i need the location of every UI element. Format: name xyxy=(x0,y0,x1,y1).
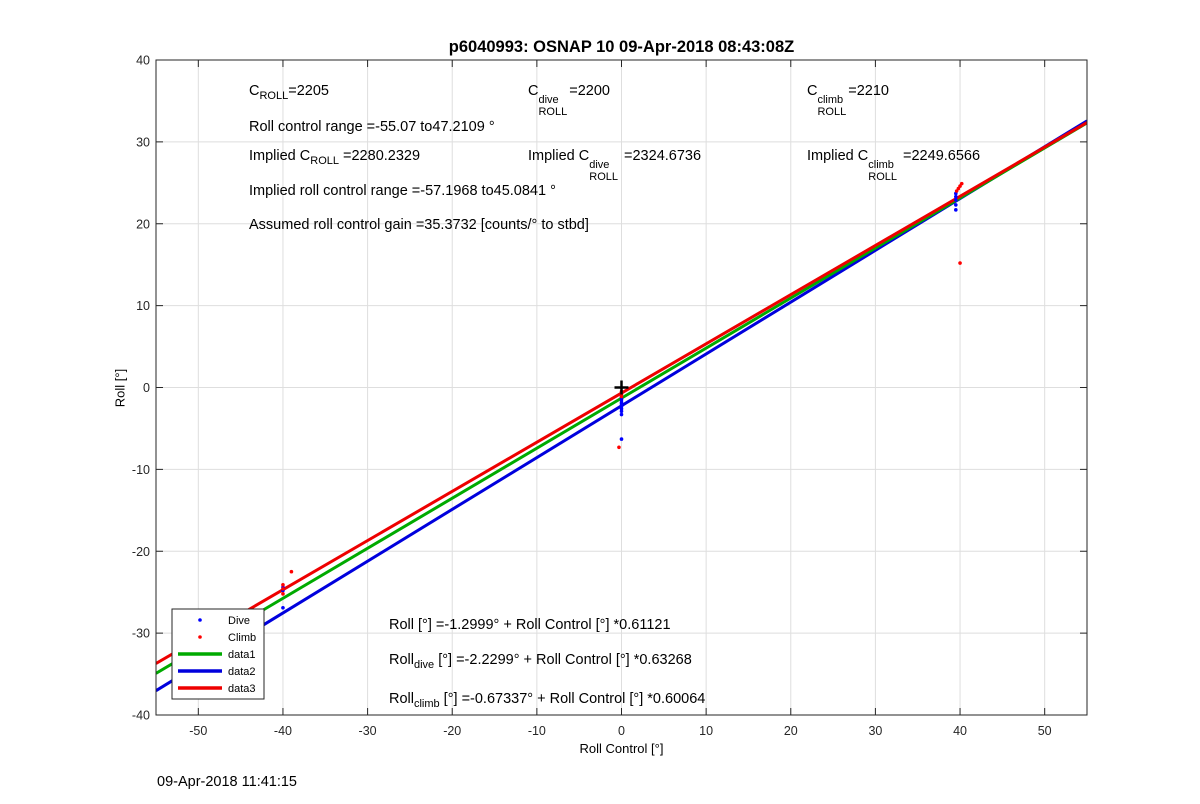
legend-swatch-dive xyxy=(198,618,202,622)
data-point-climb xyxy=(958,261,962,265)
x-tick-label: -20 xyxy=(443,724,461,738)
legend-label-data1: data1 xyxy=(228,649,256,661)
legend-label-dive: Dive xyxy=(228,615,250,627)
annotation-implied-c-roll: Implied CROLL =2280.2329 xyxy=(249,148,421,167)
y-tick-label: -10 xyxy=(132,463,150,477)
data-point-dive xyxy=(619,437,624,441)
y-tick-label: 10 xyxy=(136,299,150,313)
legend-label-data2: data2 xyxy=(228,666,256,678)
x-axis-label: Roll Control [°] xyxy=(579,741,664,756)
footer-timestamp: 09-Apr-2018 11:41:15 xyxy=(157,774,298,790)
data-point-climb xyxy=(289,569,294,574)
data-point-dive xyxy=(954,198,958,202)
y-tick-label: 40 xyxy=(136,54,150,68)
y-axis-label: Roll [°] xyxy=(112,368,128,408)
x-tick-label: -10 xyxy=(528,724,546,738)
data-point-climb xyxy=(281,583,285,587)
x-tick-label: 0 xyxy=(618,724,625,738)
legend-label-climb: Climb xyxy=(228,632,256,644)
data-point-climb xyxy=(959,181,964,186)
data-point-dive xyxy=(954,203,958,207)
y-tick-label: 30 xyxy=(136,135,150,149)
data-point-climb xyxy=(617,445,621,450)
x-tick-label: -50 xyxy=(189,724,207,738)
data-point-climb xyxy=(954,189,959,193)
annotation-roll-control-range: Roll control range =-55.07 to47.2109 ° xyxy=(249,119,495,135)
x-tick-label: 30 xyxy=(868,724,882,738)
y-tick-label: -30 xyxy=(132,627,150,641)
x-tick-label: 20 xyxy=(784,724,798,738)
data-point-climb xyxy=(281,592,285,596)
data-point-dive xyxy=(954,208,958,212)
data-point-climb xyxy=(281,587,285,591)
x-tick-label: -30 xyxy=(359,724,377,738)
y-tick-label: 0 xyxy=(143,381,150,395)
y-tick-label: -20 xyxy=(132,545,150,559)
data-point-climb xyxy=(619,394,624,399)
legend-label-data3: data3 xyxy=(228,683,256,695)
data-point-dive xyxy=(281,605,285,610)
data-point-dive xyxy=(954,194,958,199)
annotation-assumed-gain: Assumed roll control gain =35.3732 [coun… xyxy=(249,217,589,233)
annotation-fit-dive: Rolldive [°] =-2.2299° + Roll Control [°… xyxy=(389,652,692,671)
annotation-fit-all: Roll [°] =-1.2999° + Roll Control [°] *0… xyxy=(389,617,671,633)
x-tick-label: -40 xyxy=(274,724,292,738)
chart-title: p6040993: OSNAP 10 09-Apr-2018 08:43:08Z xyxy=(448,38,795,56)
legend-swatch-climb xyxy=(198,635,202,639)
annotation-c-roll: CROLL=2205 xyxy=(249,83,329,102)
x-tick-label: 40 xyxy=(953,724,967,738)
x-tick-label: 50 xyxy=(1038,724,1052,738)
data-point-dive xyxy=(619,412,624,417)
annotation-implied-range: Implied roll control range =-57.1968 to4… xyxy=(249,183,556,199)
y-tick-label: 20 xyxy=(136,217,150,231)
y-tick-label: -40 xyxy=(132,709,150,723)
annotation-fit-climb: Rollclimb [°] =-0.67337° + Roll Control … xyxy=(389,691,706,710)
x-tick-label: 10 xyxy=(699,724,713,738)
